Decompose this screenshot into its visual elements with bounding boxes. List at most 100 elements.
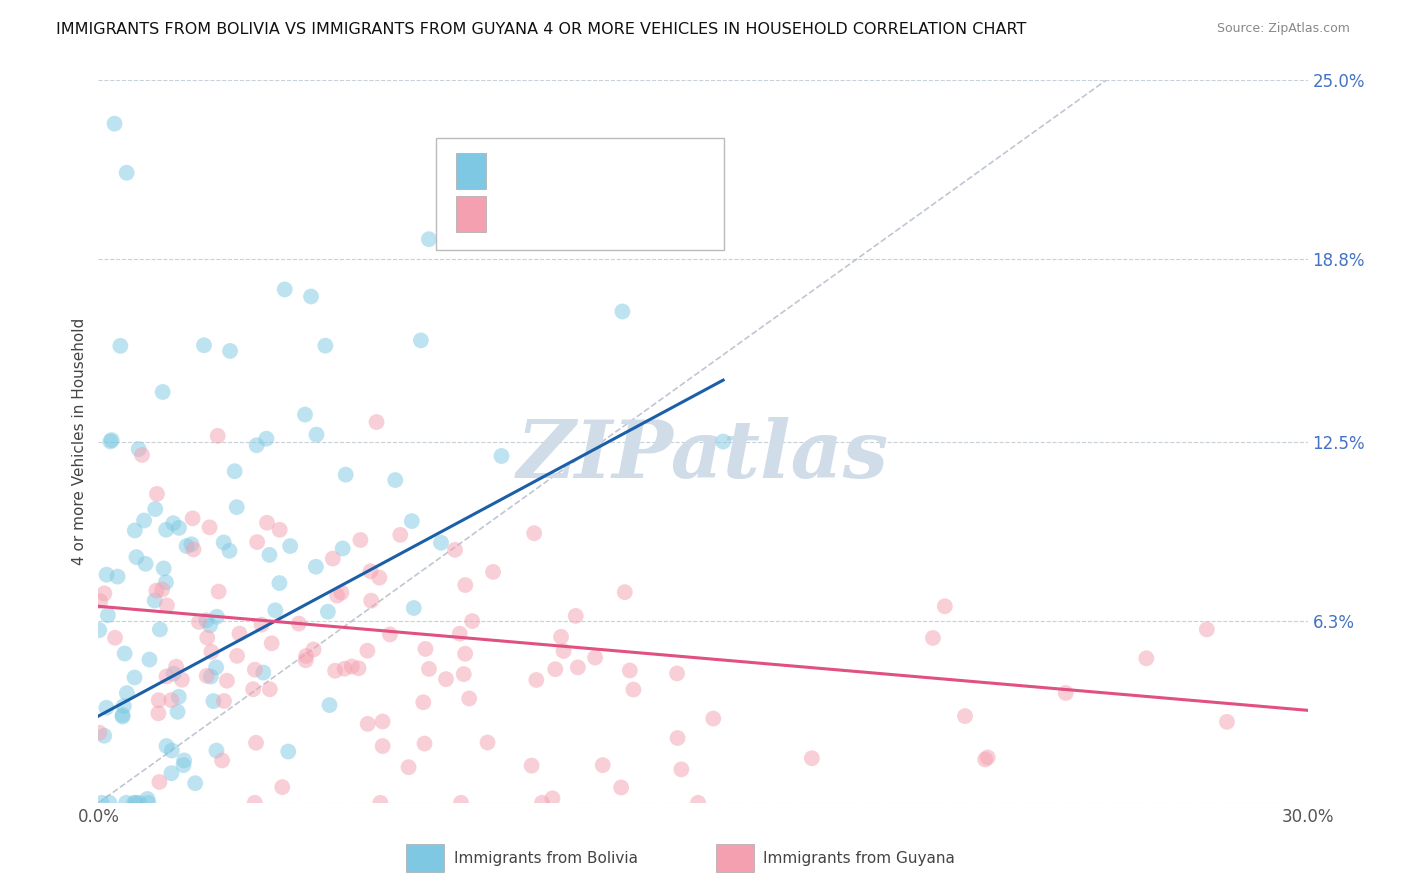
Point <box>160 766 183 780</box>
Point <box>104 631 127 645</box>
Point <box>541 791 564 805</box>
Point <box>415 641 437 656</box>
Point <box>176 539 198 553</box>
Point <box>162 666 184 681</box>
Point <box>271 780 294 794</box>
Point <box>155 669 177 683</box>
Point <box>564 608 586 623</box>
Point <box>128 796 150 810</box>
Point <box>155 523 177 537</box>
Point <box>143 593 166 607</box>
Point <box>418 662 440 676</box>
Point <box>299 289 322 303</box>
Point <box>402 601 425 615</box>
Point <box>330 585 353 599</box>
Point <box>974 752 997 766</box>
Point <box>356 643 378 657</box>
Point <box>110 339 132 353</box>
Point <box>302 642 325 657</box>
Point <box>107 569 129 583</box>
Point <box>252 665 274 680</box>
Point <box>128 442 150 456</box>
Text: R =  0.356  N =  91: R = 0.356 N = 91 <box>496 162 658 180</box>
Point <box>93 729 115 743</box>
Point <box>612 304 634 318</box>
Point <box>90 796 112 810</box>
Point <box>332 541 354 556</box>
Point <box>166 705 188 719</box>
Point <box>193 338 215 352</box>
Y-axis label: 4 or more Vehicles in Household: 4 or more Vehicles in Household <box>72 318 87 566</box>
Point <box>316 605 339 619</box>
Point <box>138 652 160 666</box>
Point <box>93 586 115 600</box>
Point <box>131 448 153 462</box>
Point <box>205 609 228 624</box>
Point <box>453 667 475 681</box>
Point <box>688 796 710 810</box>
Point <box>114 647 136 661</box>
Point <box>172 758 194 772</box>
Point <box>184 776 207 790</box>
Point <box>215 673 238 688</box>
Point <box>112 699 135 714</box>
Point <box>259 548 281 562</box>
Point <box>434 672 457 686</box>
Point <box>335 467 357 482</box>
Point <box>195 631 218 645</box>
Point <box>333 662 356 676</box>
Point <box>205 743 228 757</box>
Point <box>976 750 998 764</box>
Point <box>305 427 328 442</box>
Point <box>531 796 554 810</box>
Point <box>323 664 346 678</box>
Point <box>195 613 218 627</box>
Point <box>378 627 401 641</box>
Point <box>702 712 724 726</box>
Point <box>544 662 567 676</box>
Point <box>461 614 484 628</box>
Point <box>148 693 170 707</box>
Point <box>245 736 267 750</box>
Point <box>357 717 380 731</box>
Point <box>225 500 247 515</box>
Text: Immigrants from Bolivia: Immigrants from Bolivia <box>454 851 638 865</box>
Point <box>145 583 167 598</box>
Point <box>246 535 269 549</box>
Point <box>135 557 157 571</box>
Point <box>277 745 299 759</box>
Point <box>96 567 118 582</box>
Point <box>136 792 159 806</box>
Point <box>449 626 471 640</box>
Point <box>305 559 328 574</box>
Point <box>934 599 956 614</box>
Point <box>288 616 311 631</box>
Point <box>226 648 249 663</box>
Point <box>202 694 225 708</box>
Point <box>155 575 177 590</box>
Point <box>567 660 589 674</box>
Point <box>491 449 513 463</box>
Point <box>124 796 146 810</box>
Point <box>100 434 122 449</box>
Point <box>340 659 363 673</box>
Point <box>152 384 174 399</box>
Point <box>183 542 205 557</box>
Point <box>167 690 190 704</box>
Point <box>1054 686 1077 700</box>
Point <box>205 660 228 674</box>
Point <box>89 623 111 637</box>
Point <box>269 576 291 591</box>
Point <box>115 686 138 700</box>
Point <box>103 117 125 131</box>
Point <box>207 429 229 443</box>
Point <box>167 521 190 535</box>
Text: R = -0.310  N = 111: R = -0.310 N = 111 <box>496 205 665 223</box>
Point <box>583 650 606 665</box>
Point <box>256 516 278 530</box>
Point <box>219 343 242 358</box>
Point <box>115 796 138 810</box>
Point <box>187 615 209 629</box>
Point <box>111 708 134 723</box>
Point <box>148 775 170 789</box>
